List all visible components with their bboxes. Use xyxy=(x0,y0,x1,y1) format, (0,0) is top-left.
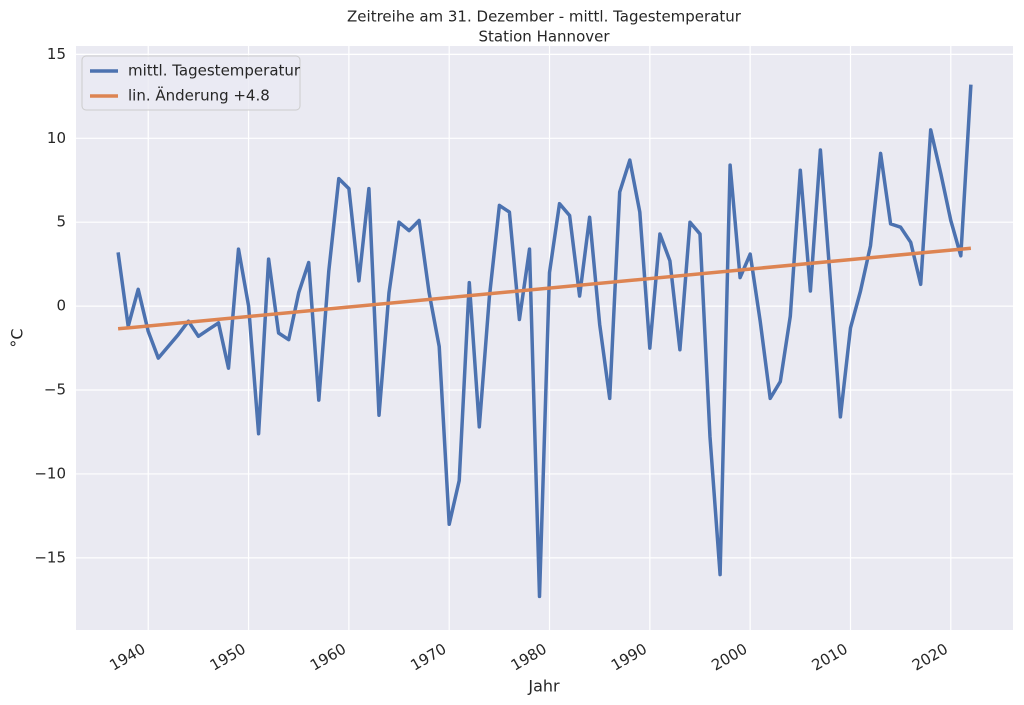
x-tick-label: 1940 xyxy=(106,640,148,675)
y-tick-label: 15 xyxy=(47,45,66,63)
y-tick-label: 10 xyxy=(47,129,66,147)
y-tick-label: −5 xyxy=(44,381,66,399)
data-line xyxy=(116,84,973,599)
y-tick-label: 0 xyxy=(56,297,66,315)
x-tick-label: 1950 xyxy=(207,640,249,675)
y-tick-label: 5 xyxy=(56,213,66,231)
x-tick-label: 2000 xyxy=(708,640,750,675)
x-axis-label: Jahr xyxy=(527,677,560,696)
x-tick-label: 1970 xyxy=(407,640,449,675)
y-tick-label: −10 xyxy=(34,464,66,482)
x-tick-label: 1960 xyxy=(307,640,349,675)
y-tick-label: −15 xyxy=(34,548,66,566)
data-line xyxy=(117,246,972,331)
chart-subtitle: Station Hannover xyxy=(478,28,610,46)
legend-box xyxy=(81,55,301,111)
legend: mittl. Tagestemperatur lin. Änderung +4.8 xyxy=(81,55,301,111)
x-tick-label: 2010 xyxy=(809,640,851,675)
legend-label: lin. Änderung +4.8 xyxy=(128,86,270,105)
chart-title: Zeitreihe am 31. Dezember - mittl. Tages… xyxy=(347,8,742,26)
x-tick-label: 1980 xyxy=(508,640,550,675)
plot-area xyxy=(76,46,1013,630)
legend-label: mittl. Tagestemperatur xyxy=(128,62,301,80)
y-axis-label: °C xyxy=(8,328,27,347)
x-tick-label: 1990 xyxy=(608,640,650,675)
x-tick-label: 2020 xyxy=(909,640,951,675)
